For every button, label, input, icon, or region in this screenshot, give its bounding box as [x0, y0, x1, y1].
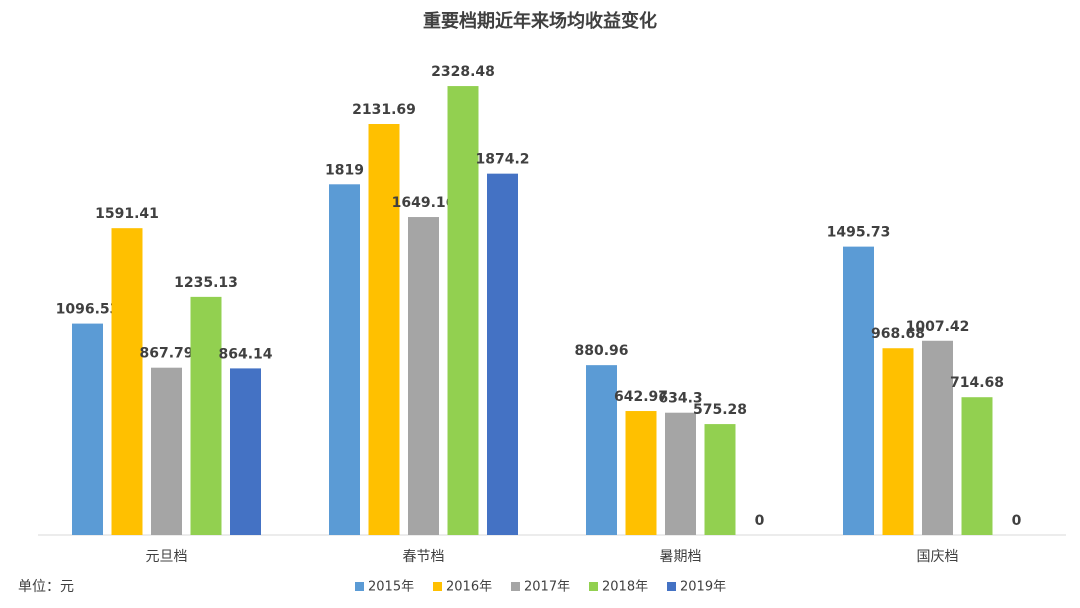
bar — [961, 397, 993, 535]
data-label: 642.97 — [614, 389, 668, 405]
data-label: 2328.48 — [431, 64, 495, 80]
bar — [447, 86, 479, 535]
data-label: 714.68 — [950, 375, 1004, 391]
data-label: 968.68 — [871, 326, 925, 342]
data-label: 1819 — [325, 162, 364, 178]
unit-note: 单位：元 — [18, 579, 74, 595]
bar — [230, 368, 261, 535]
data-label: 1495.73 — [827, 225, 891, 241]
bar — [487, 173, 518, 535]
data-label: 1874.2 — [475, 152, 529, 168]
bar — [408, 217, 439, 536]
legend-swatch — [355, 582, 364, 591]
data-label: 634.3 — [658, 391, 702, 407]
data-label: 1096.53 — [56, 302, 120, 318]
data-label: 1591.41 — [95, 206, 159, 222]
data-label: 1007.42 — [906, 319, 970, 335]
bar — [704, 424, 736, 535]
x-tick-label: 春节档 — [403, 549, 445, 565]
legend-label: 2018年 — [602, 580, 648, 595]
bar — [72, 323, 103, 535]
bar — [368, 124, 400, 536]
bar — [190, 296, 222, 535]
legend-label: 2016年 — [446, 580, 492, 595]
chart-title: 重要档期近年来场均收益变化 — [423, 10, 657, 32]
bar — [625, 411, 657, 535]
bar — [151, 367, 182, 535]
x-tick-label: 国庆档 — [917, 549, 959, 565]
legend-swatch — [667, 582, 676, 591]
legend-swatch — [433, 582, 442, 591]
legend-label: 2017年 — [524, 580, 570, 595]
data-label: 0 — [1012, 513, 1022, 529]
legend-swatch — [511, 582, 520, 591]
bar — [665, 412, 696, 535]
bar — [843, 246, 874, 535]
bar — [329, 184, 360, 535]
bar — [882, 348, 914, 535]
legend-label: 2015年 — [368, 580, 414, 595]
data-label: 575.28 — [693, 402, 747, 418]
bar — [922, 340, 953, 535]
data-label: 1649.16 — [392, 195, 456, 211]
x-tick-label: 元旦档 — [146, 549, 188, 565]
x-tick-label: 暑期档 — [660, 549, 702, 565]
bar — [586, 365, 617, 535]
data-label: 864.14 — [218, 346, 272, 362]
bar — [111, 228, 143, 535]
data-label: 880.96 — [574, 343, 628, 359]
data-label: 2131.69 — [352, 102, 416, 118]
data-label: 0 — [755, 513, 765, 529]
data-label: 867.79 — [139, 346, 193, 362]
legend-swatch — [589, 582, 598, 591]
data-label: 1235.13 — [174, 275, 238, 291]
legend-label: 2019年 — [680, 580, 726, 595]
